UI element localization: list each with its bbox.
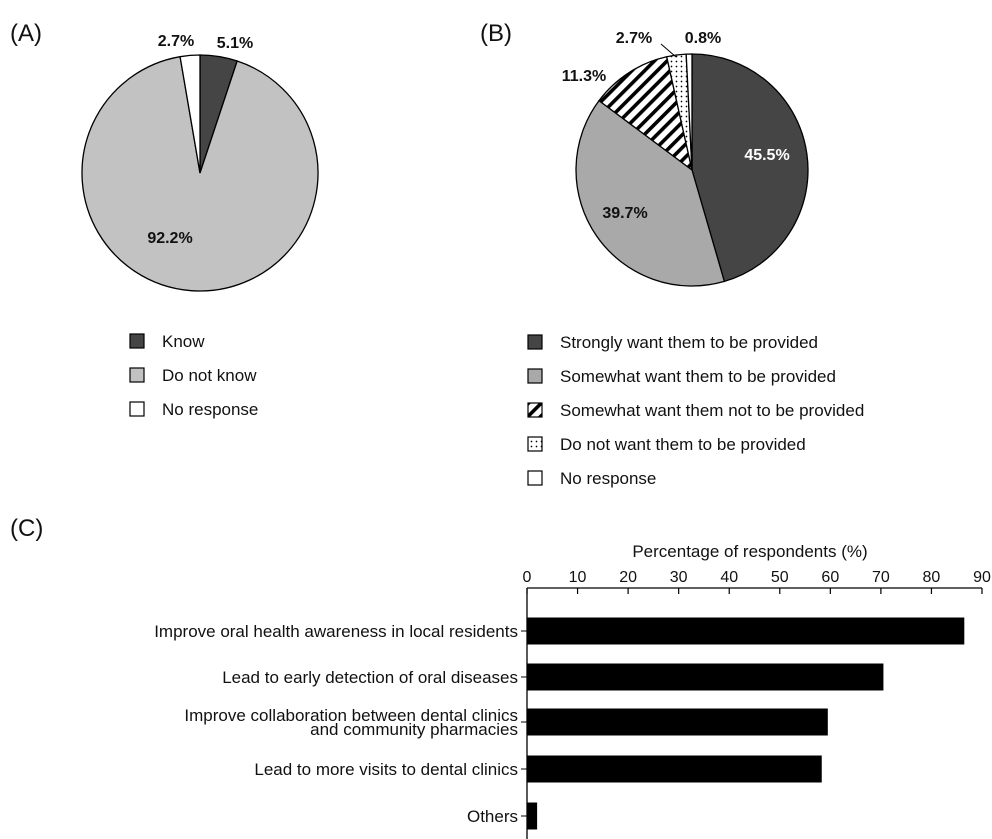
- legend-swatch: [527, 334, 543, 350]
- pie-value-label: 5.1%: [217, 35, 253, 52]
- pie-slice-do-not-know: [81, 55, 319, 292]
- category-label: Lead to early detection of oral diseases: [222, 668, 518, 687]
- pie-value-label: 2.7%: [616, 30, 652, 47]
- x-tick-label: 60: [821, 569, 839, 586]
- x-tick-label: 10: [569, 569, 587, 586]
- legend-label: No response: [162, 400, 258, 419]
- pie-value-label: 2.7%: [158, 33, 194, 50]
- bar: [527, 617, 965, 645]
- legend-label: Do not know: [162, 366, 257, 385]
- category-label: Improve oral health awareness in local r…: [154, 622, 518, 641]
- legend-swatch: [527, 470, 543, 486]
- legend-swatch: [129, 367, 145, 383]
- panel-label-c: (C): [10, 515, 43, 542]
- legend-label: Somewhat want them to be provided: [560, 367, 836, 386]
- legend-swatch: [527, 436, 543, 452]
- x-tick-label: 70: [872, 569, 890, 586]
- pie-chart-a: 5.1% 92.2% 2.7%: [81, 33, 319, 292]
- legend-swatch: [129, 333, 145, 349]
- x-tick-label: 30: [670, 569, 688, 586]
- legend-label: Strongly want them to be provided: [560, 333, 818, 352]
- pie-slice-no-response: [179, 54, 201, 174]
- x-tick-label: 0: [523, 569, 532, 586]
- legend-swatch: [527, 368, 543, 384]
- category-label: Improve collaboration between dental cli…: [184, 706, 518, 725]
- legend-label: Do not want them to be provided: [560, 435, 806, 454]
- pie-value-label: 92.2%: [147, 230, 192, 247]
- pie-value-label: 45.5%: [744, 147, 789, 164]
- pie-slice-strongly-want-them-to-be-provided: [691, 53, 809, 283]
- x-axis-title: Percentage of respondents (%): [632, 542, 867, 561]
- category-label: Lead to more visits to dental clinics: [254, 760, 518, 779]
- x-tick-label: 40: [720, 569, 738, 586]
- pie-value-label: 11.3%: [562, 68, 606, 85]
- panel-label-a: (A): [10, 20, 42, 47]
- pie-slice-somewhat-want-them-to-be-provided: [575, 99, 726, 287]
- pie-value-label: 0.8%: [685, 30, 721, 47]
- x-tick-label: 90: [973, 569, 991, 586]
- legend-label: Know: [162, 332, 205, 351]
- category-label: Others: [467, 807, 518, 826]
- pie-slice-somewhat-want-them-not-to-be-provided: [598, 56, 694, 172]
- pie-chart-b: 45.5% 39.7% 11.3% 2.7% 0.8%: [562, 30, 809, 287]
- legend-swatch: [527, 402, 543, 418]
- category-label: and community pharmacies: [310, 720, 518, 739]
- legend-label: No response: [560, 469, 656, 488]
- bar: [527, 663, 884, 691]
- leader-line: [660, 43, 677, 58]
- x-tick-label: 20: [619, 569, 637, 586]
- bar-chart-c: 0 10 20 30 40 50 60 70 80 90 Improve oral health a…: [154, 569, 991, 839]
- legend-a: Know Do not know No response: [129, 332, 258, 419]
- pie-value-label: 39.7%: [602, 205, 647, 222]
- bar: [527, 708, 828, 736]
- x-tick-label: 80: [923, 569, 941, 586]
- pie-slice-no-response: [685, 53, 693, 171]
- bar: [527, 802, 538, 830]
- legend-swatch: [129, 401, 145, 417]
- x-tick-label: 50: [771, 569, 789, 586]
- bar: [527, 755, 822, 783]
- panel-label-b: (B): [480, 20, 512, 47]
- legend-label: Somewhat want them not to be provided: [560, 401, 864, 420]
- legend-b: Strongly want them to be provided Somewha…: [527, 333, 864, 488]
